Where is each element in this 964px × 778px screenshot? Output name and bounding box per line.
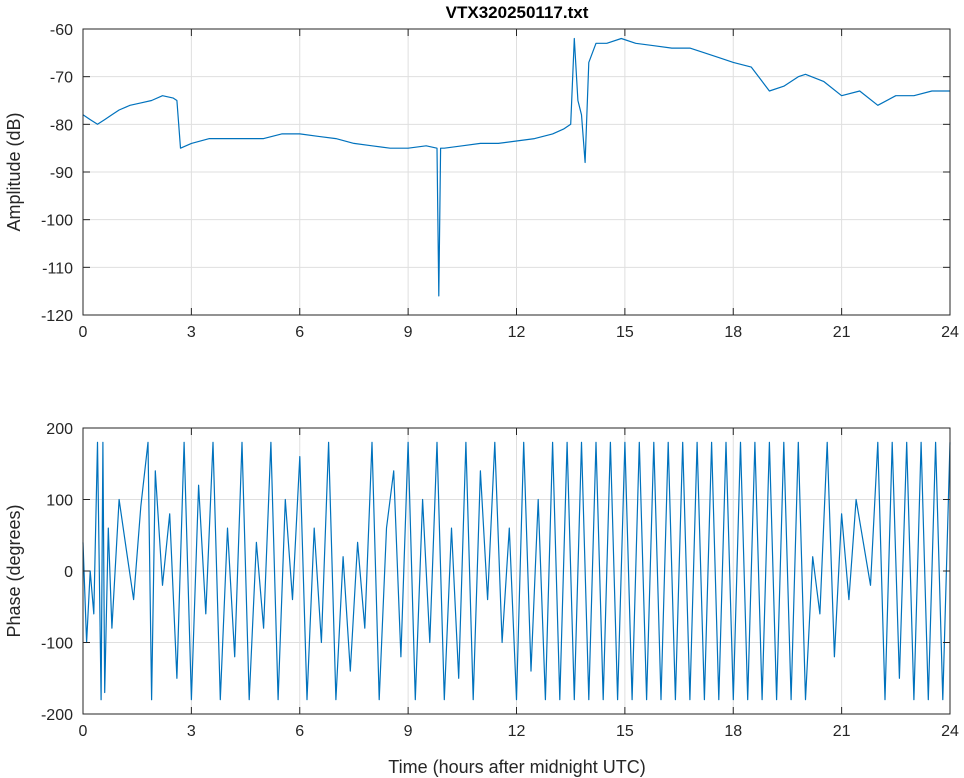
phase-series-line (82, 441, 951, 701)
amplitude-y-tick-label: -60 (50, 22, 73, 39)
amplitude-y-axis-label: Amplitude (dB) (4, 112, 24, 231)
amplitude-y-tick-label: -70 (50, 70, 73, 87)
x-axis-label: Time (hours after midnight UTC) (388, 757, 645, 777)
phase-x-tick-label: 18 (724, 723, 742, 740)
amplitude-x-tick-label: 6 (295, 324, 304, 341)
amplitude-x-tick-label: 9 (404, 324, 413, 341)
amplitude-x-tick-label: 24 (941, 324, 959, 341)
phase-plot: 0 3 6 9 12 15 18 21 24 -200 -100 0 100 200 (41, 421, 959, 740)
amplitude-y-tick-label: -120 (41, 308, 73, 325)
phase-x-tick-label: 15 (616, 723, 634, 740)
amplitude-x-tick-label: 12 (508, 324, 526, 341)
phase-y-tick-label: 100 (46, 493, 73, 510)
phase-y-tick-label: -200 (41, 707, 73, 724)
amplitude-series-line (82, 37, 950, 297)
phase-x-tick-label: 12 (508, 723, 526, 740)
phase-y-tick-label: 200 (46, 421, 73, 438)
amplitude-x-tick-label: 21 (833, 324, 851, 341)
phase-x-tick-label: 9 (404, 723, 413, 740)
phase-x-tick-label: 0 (79, 723, 88, 740)
chart-title: VTX320250117.txt (446, 3, 589, 22)
amplitude-y-tick-label: -100 (41, 213, 73, 230)
amplitude-x-tick-label: 15 (616, 324, 634, 341)
phase-x-tick-label: 24 (941, 723, 959, 740)
amplitude-y-tick-label: -110 (42, 260, 73, 277)
phase-x-tick-label: 6 (295, 723, 304, 740)
amplitude-y-tick-label: -90 (50, 165, 73, 182)
amplitude-x-tick-label: 18 (724, 324, 742, 341)
phase-y-axis-label: Phase (degrees) (4, 504, 24, 637)
phase-x-tick-label: 21 (833, 723, 851, 740)
amplitude-x-tick-label: 0 (79, 324, 88, 341)
amplitude-y-tick-label: -80 (50, 117, 73, 134)
phase-y-tick-label: -100 (41, 636, 73, 653)
phase-y-tick-label: 0 (64, 564, 73, 581)
phase-x-tick-label: 3 (187, 723, 196, 740)
amplitude-plot: 0 3 6 9 12 15 18 21 24 -120 -110 -100 -90 -80 -70 -60 (41, 22, 959, 341)
amplitude-x-tick-label: 3 (187, 324, 196, 341)
